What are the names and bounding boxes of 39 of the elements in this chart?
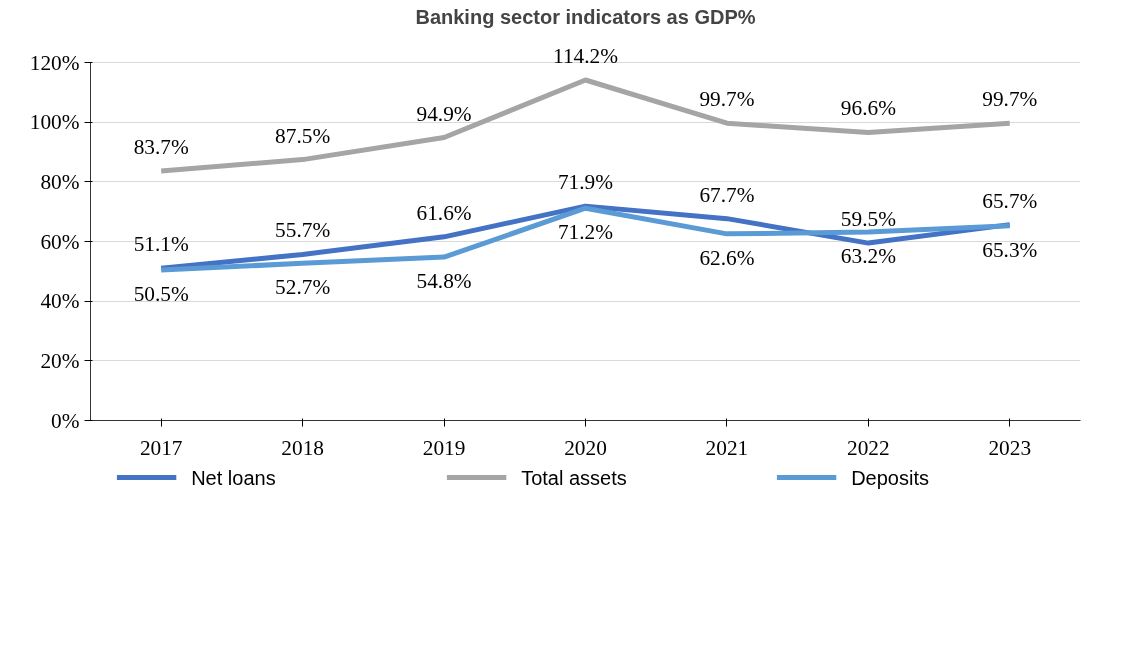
x-tick-label: 2022	[847, 435, 890, 460]
data-label: 59.5%	[840, 207, 897, 232]
data-label: 83.7%	[133, 134, 189, 159]
y-tick-label: 80%	[40, 169, 80, 194]
data-label: 51.1%	[133, 232, 189, 257]
y-tick-label: 0%	[51, 408, 80, 433]
data-label: 50.5%	[133, 281, 189, 306]
y-tick-label: 100%	[29, 110, 80, 135]
x-tick-label: 2020	[564, 435, 607, 460]
legend-label: Deposits	[851, 466, 929, 489]
data-label: 94.9%	[416, 101, 472, 126]
legend-label: Total assets	[521, 466, 627, 489]
x-tick-label: 2018	[281, 435, 324, 460]
data-label: 61.6%	[416, 200, 472, 225]
data-label: 65.3%	[982, 237, 1038, 262]
x-tick-label: 2023	[988, 435, 1032, 460]
chart-title: Banking sector indicators as GDP%	[415, 6, 756, 28]
legend-label: Net loans	[191, 466, 276, 489]
data-label: 71.2%	[557, 220, 614, 245]
data-label: 99.7%	[982, 87, 1038, 112]
data-label: 99.7%	[699, 87, 755, 112]
y-tick-label: 40%	[40, 289, 80, 314]
data-label: 63.2%	[840, 244, 897, 269]
y-tick-label: 60%	[40, 229, 80, 254]
data-label: 55.7%	[275, 218, 331, 243]
x-tick-label: 2019	[422, 435, 466, 460]
x-tick-label: 2017	[139, 435, 183, 460]
data-label: 62.6%	[699, 245, 755, 270]
data-label: 52.7%	[275, 275, 331, 300]
y-tick-label: 20%	[40, 348, 80, 373]
data-label: 96.6%	[840, 96, 897, 121]
data-label: 67.7%	[699, 182, 755, 207]
data-label: 87.5%	[275, 123, 331, 148]
data-label: 54.8%	[416, 269, 472, 294]
data-label: 71.9%	[557, 170, 614, 195]
y-tick-label: 120%	[29, 50, 80, 75]
x-tick-label: 2021	[705, 435, 749, 460]
data-label: 65.7%	[982, 188, 1038, 213]
data-label: 114.2%	[553, 44, 619, 68]
